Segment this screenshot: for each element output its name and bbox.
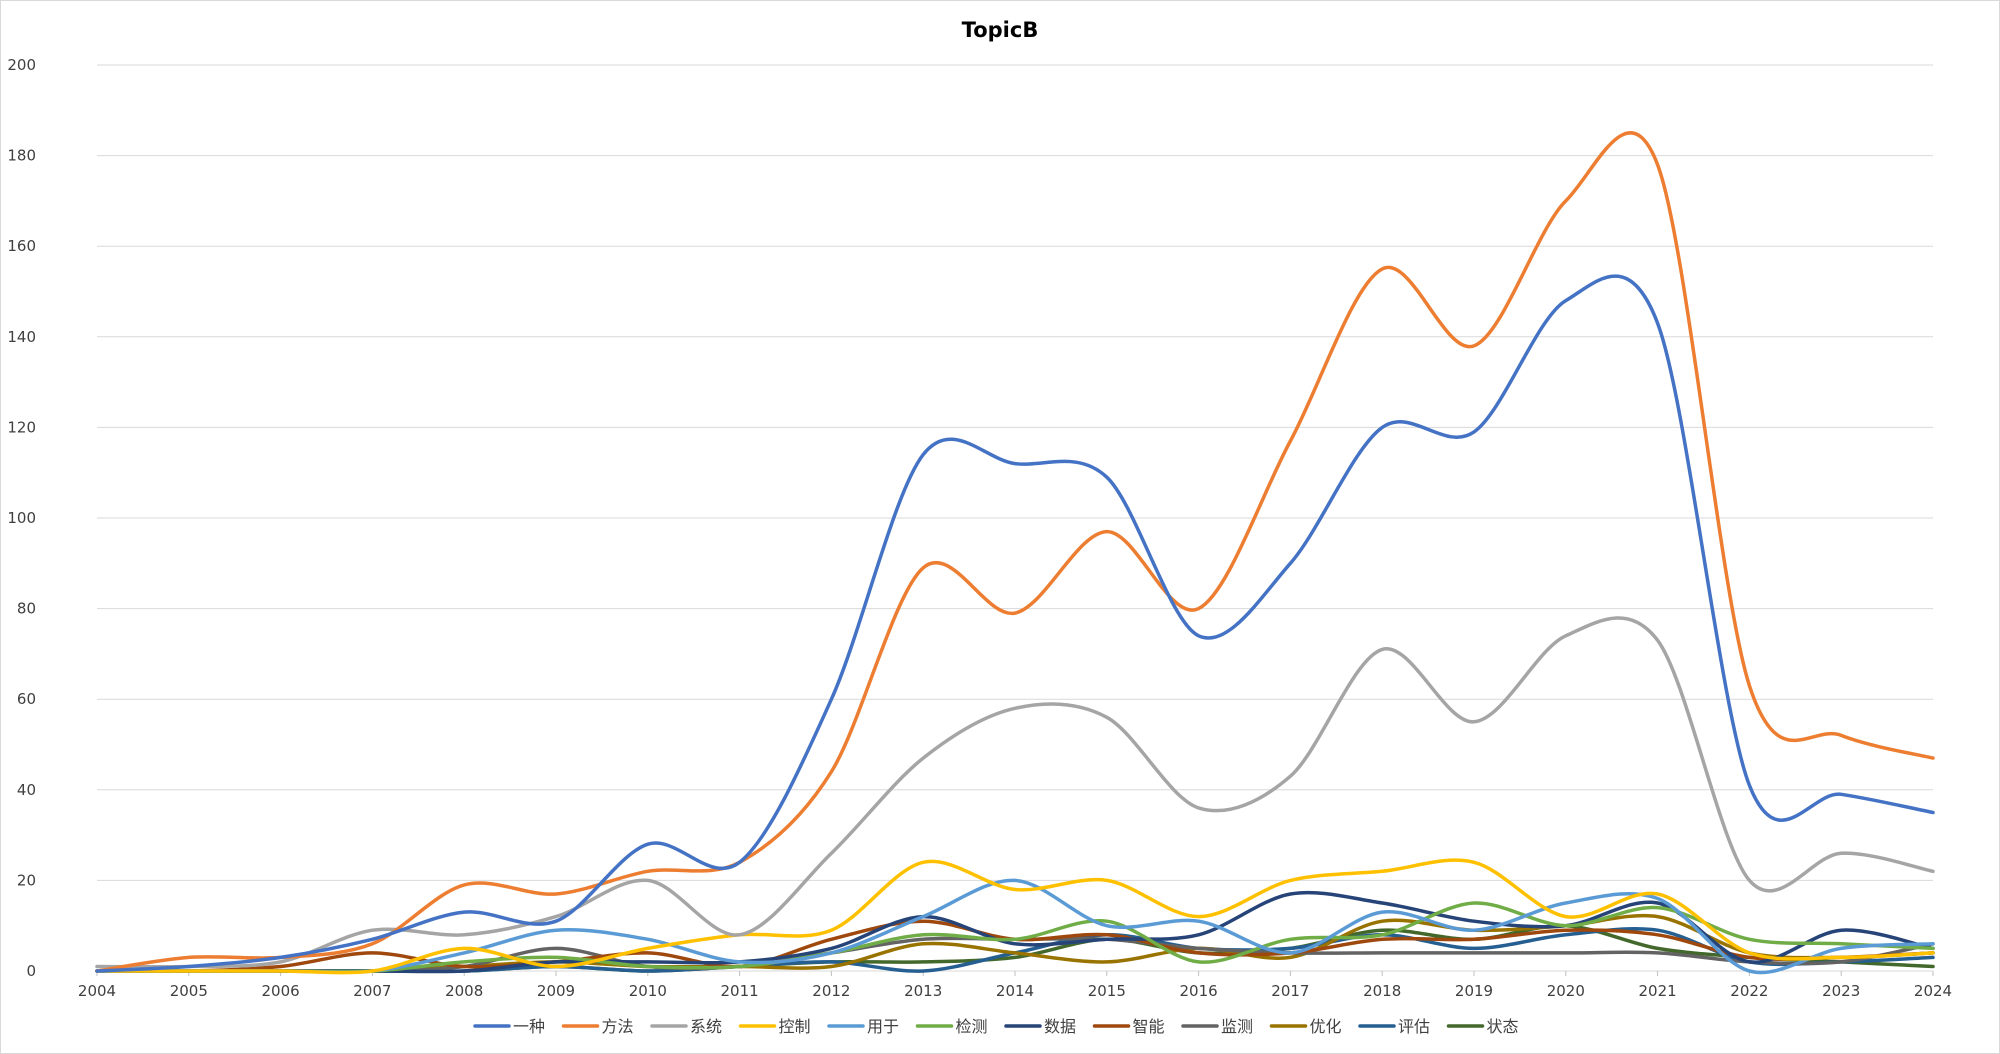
legend-item-8[interactable]: 智能: [1092, 1017, 1165, 1036]
legend-label: 数据: [1044, 1017, 1076, 1036]
legend-item-10[interactable]: 优化: [1269, 1017, 1342, 1036]
legend-label: 智能: [1133, 1017, 1165, 1036]
legend-item-12[interactable]: 状态: [1446, 1017, 1519, 1036]
y-tick-label: 100: [7, 509, 36, 527]
x-tick-label: 2011: [721, 982, 759, 1000]
legend-label: 控制: [779, 1017, 811, 1036]
x-tick-label: 2022: [1730, 982, 1768, 1000]
legend: 一种 方法 系统 控制 用于 检测 数据 智能 监测 优化 评估 状态: [473, 1017, 1519, 1036]
legend-item-2[interactable]: 方法: [561, 1017, 634, 1036]
x-tick-label: 2024: [1914, 982, 1952, 1000]
series-line-4: [95, 858, 1935, 975]
x-tick-label: 2018: [1363, 982, 1401, 1000]
x-tick-label: 2019: [1455, 982, 1493, 1000]
legend-item-6[interactable]: 检测: [915, 1017, 988, 1036]
series-line-7: [95, 890, 1935, 974]
y-tick-label: 0: [26, 962, 36, 980]
x-tick-label: 2021: [1639, 982, 1677, 1000]
x-tick-label: 2013: [904, 982, 942, 1000]
x-tick-label: 2004: [78, 982, 116, 1000]
x-tick-label: 2014: [996, 982, 1034, 1000]
y-tick-label: 180: [7, 147, 36, 165]
legend-item-1[interactable]: 一种: [473, 1017, 545, 1036]
y-tick-label: 160: [7, 237, 36, 255]
legend-label: 系统: [690, 1017, 722, 1036]
chart-title: TopicB: [962, 18, 1039, 42]
series-lines: [95, 131, 1935, 975]
y-tick-label: 200: [7, 56, 36, 74]
legend-label: 优化: [1310, 1017, 1342, 1036]
legend-item-4[interactable]: 控制: [738, 1017, 811, 1036]
y-tick-label: 140: [7, 328, 36, 346]
legend-item-11[interactable]: 评估: [1358, 1017, 1430, 1036]
series-line-1: [95, 274, 1935, 973]
legend-item-9[interactable]: 监测: [1181, 1017, 1253, 1036]
x-tick-label: 2009: [537, 982, 575, 1000]
y-tick-label: 20: [17, 871, 36, 889]
legend-label: 监测: [1221, 1017, 1253, 1036]
legend-item-3[interactable]: 系统: [650, 1017, 722, 1036]
x-tick-label: 2023: [1822, 982, 1860, 1000]
x-tick-label: 2010: [629, 982, 667, 1000]
x-tick-label: 2020: [1547, 982, 1585, 1000]
x-tick-label: 2005: [170, 982, 208, 1000]
legend-item-7[interactable]: 数据: [1004, 1017, 1076, 1036]
legend-label: 评估: [1398, 1017, 1430, 1036]
x-tick-label: 2006: [262, 982, 300, 1000]
series-line-5: [95, 878, 1935, 975]
series-line-3: [95, 616, 1935, 969]
legend-label: 状态: [1487, 1017, 1519, 1036]
y-tick-label: 80: [17, 600, 36, 618]
legend-item-5[interactable]: 用于: [827, 1017, 899, 1036]
x-tick-label: 2015: [1088, 982, 1126, 1000]
y-tick-label: 120: [7, 418, 36, 436]
x-axis-labels: 2004 2005 2006 2007 2008 2009 2010 2011 2012 2013…: [78, 971, 1952, 1000]
x-tick-label: 2008: [445, 982, 483, 1000]
y-tick-label: 40: [17, 781, 36, 799]
x-tick-label: 2012: [812, 982, 850, 1000]
y-tick-label: 60: [17, 690, 36, 708]
y-axis-labels: 0 20 40 60 80 100 120 140 160 180 200: [7, 56, 36, 980]
x-tick-label: 2016: [1180, 982, 1218, 1000]
legend-label: 方法: [602, 1017, 634, 1036]
legend-label: 用于: [867, 1017, 899, 1036]
series-line-6: [95, 901, 1935, 974]
legend-label: 一种: [513, 1017, 545, 1036]
series-line-2: [95, 131, 1935, 973]
x-tick-label: 2007: [353, 982, 391, 1000]
legend-label: 检测: [956, 1017, 988, 1036]
x-tick-label: 2017: [1271, 982, 1309, 1000]
